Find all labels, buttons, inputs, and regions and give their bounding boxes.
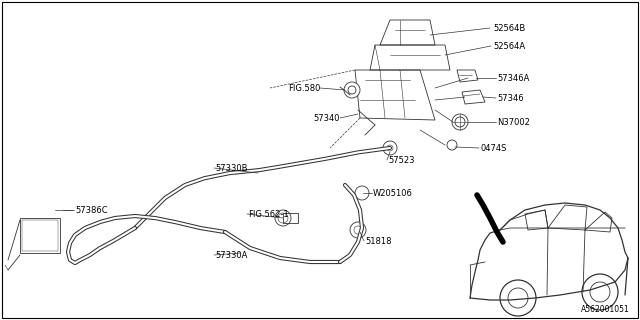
Circle shape (278, 213, 288, 223)
Bar (22, 220, 58, 251)
Text: 57340: 57340 (314, 114, 340, 123)
Bar (20, 218, 60, 253)
Text: 57330B: 57330B (215, 164, 248, 172)
Circle shape (508, 288, 528, 308)
Circle shape (383, 141, 397, 155)
Text: 52564B: 52564B (493, 23, 525, 33)
Text: A562001051: A562001051 (581, 305, 630, 314)
Bar (283, 213, 298, 223)
Text: 0474S: 0474S (480, 143, 506, 153)
Text: W205106: W205106 (373, 188, 413, 197)
Text: 52564A: 52564A (493, 42, 525, 51)
Circle shape (344, 82, 360, 98)
Text: FIG.580: FIG.580 (287, 84, 320, 92)
Text: 57386C: 57386C (75, 205, 108, 214)
Circle shape (350, 222, 366, 238)
Text: 57330A: 57330A (215, 251, 248, 260)
Circle shape (582, 274, 618, 310)
Circle shape (590, 282, 610, 302)
Text: FIG.562-1: FIG.562-1 (248, 210, 289, 219)
Text: 57346: 57346 (497, 93, 524, 102)
Circle shape (447, 140, 457, 150)
Text: 57523: 57523 (388, 156, 415, 164)
Circle shape (355, 186, 369, 200)
Circle shape (275, 210, 291, 226)
Circle shape (348, 86, 356, 94)
Circle shape (500, 280, 536, 316)
Text: 51818: 51818 (365, 236, 392, 245)
Text: N37002: N37002 (497, 117, 530, 126)
Text: 57346A: 57346A (497, 74, 529, 83)
Circle shape (452, 114, 468, 130)
Circle shape (455, 117, 465, 127)
